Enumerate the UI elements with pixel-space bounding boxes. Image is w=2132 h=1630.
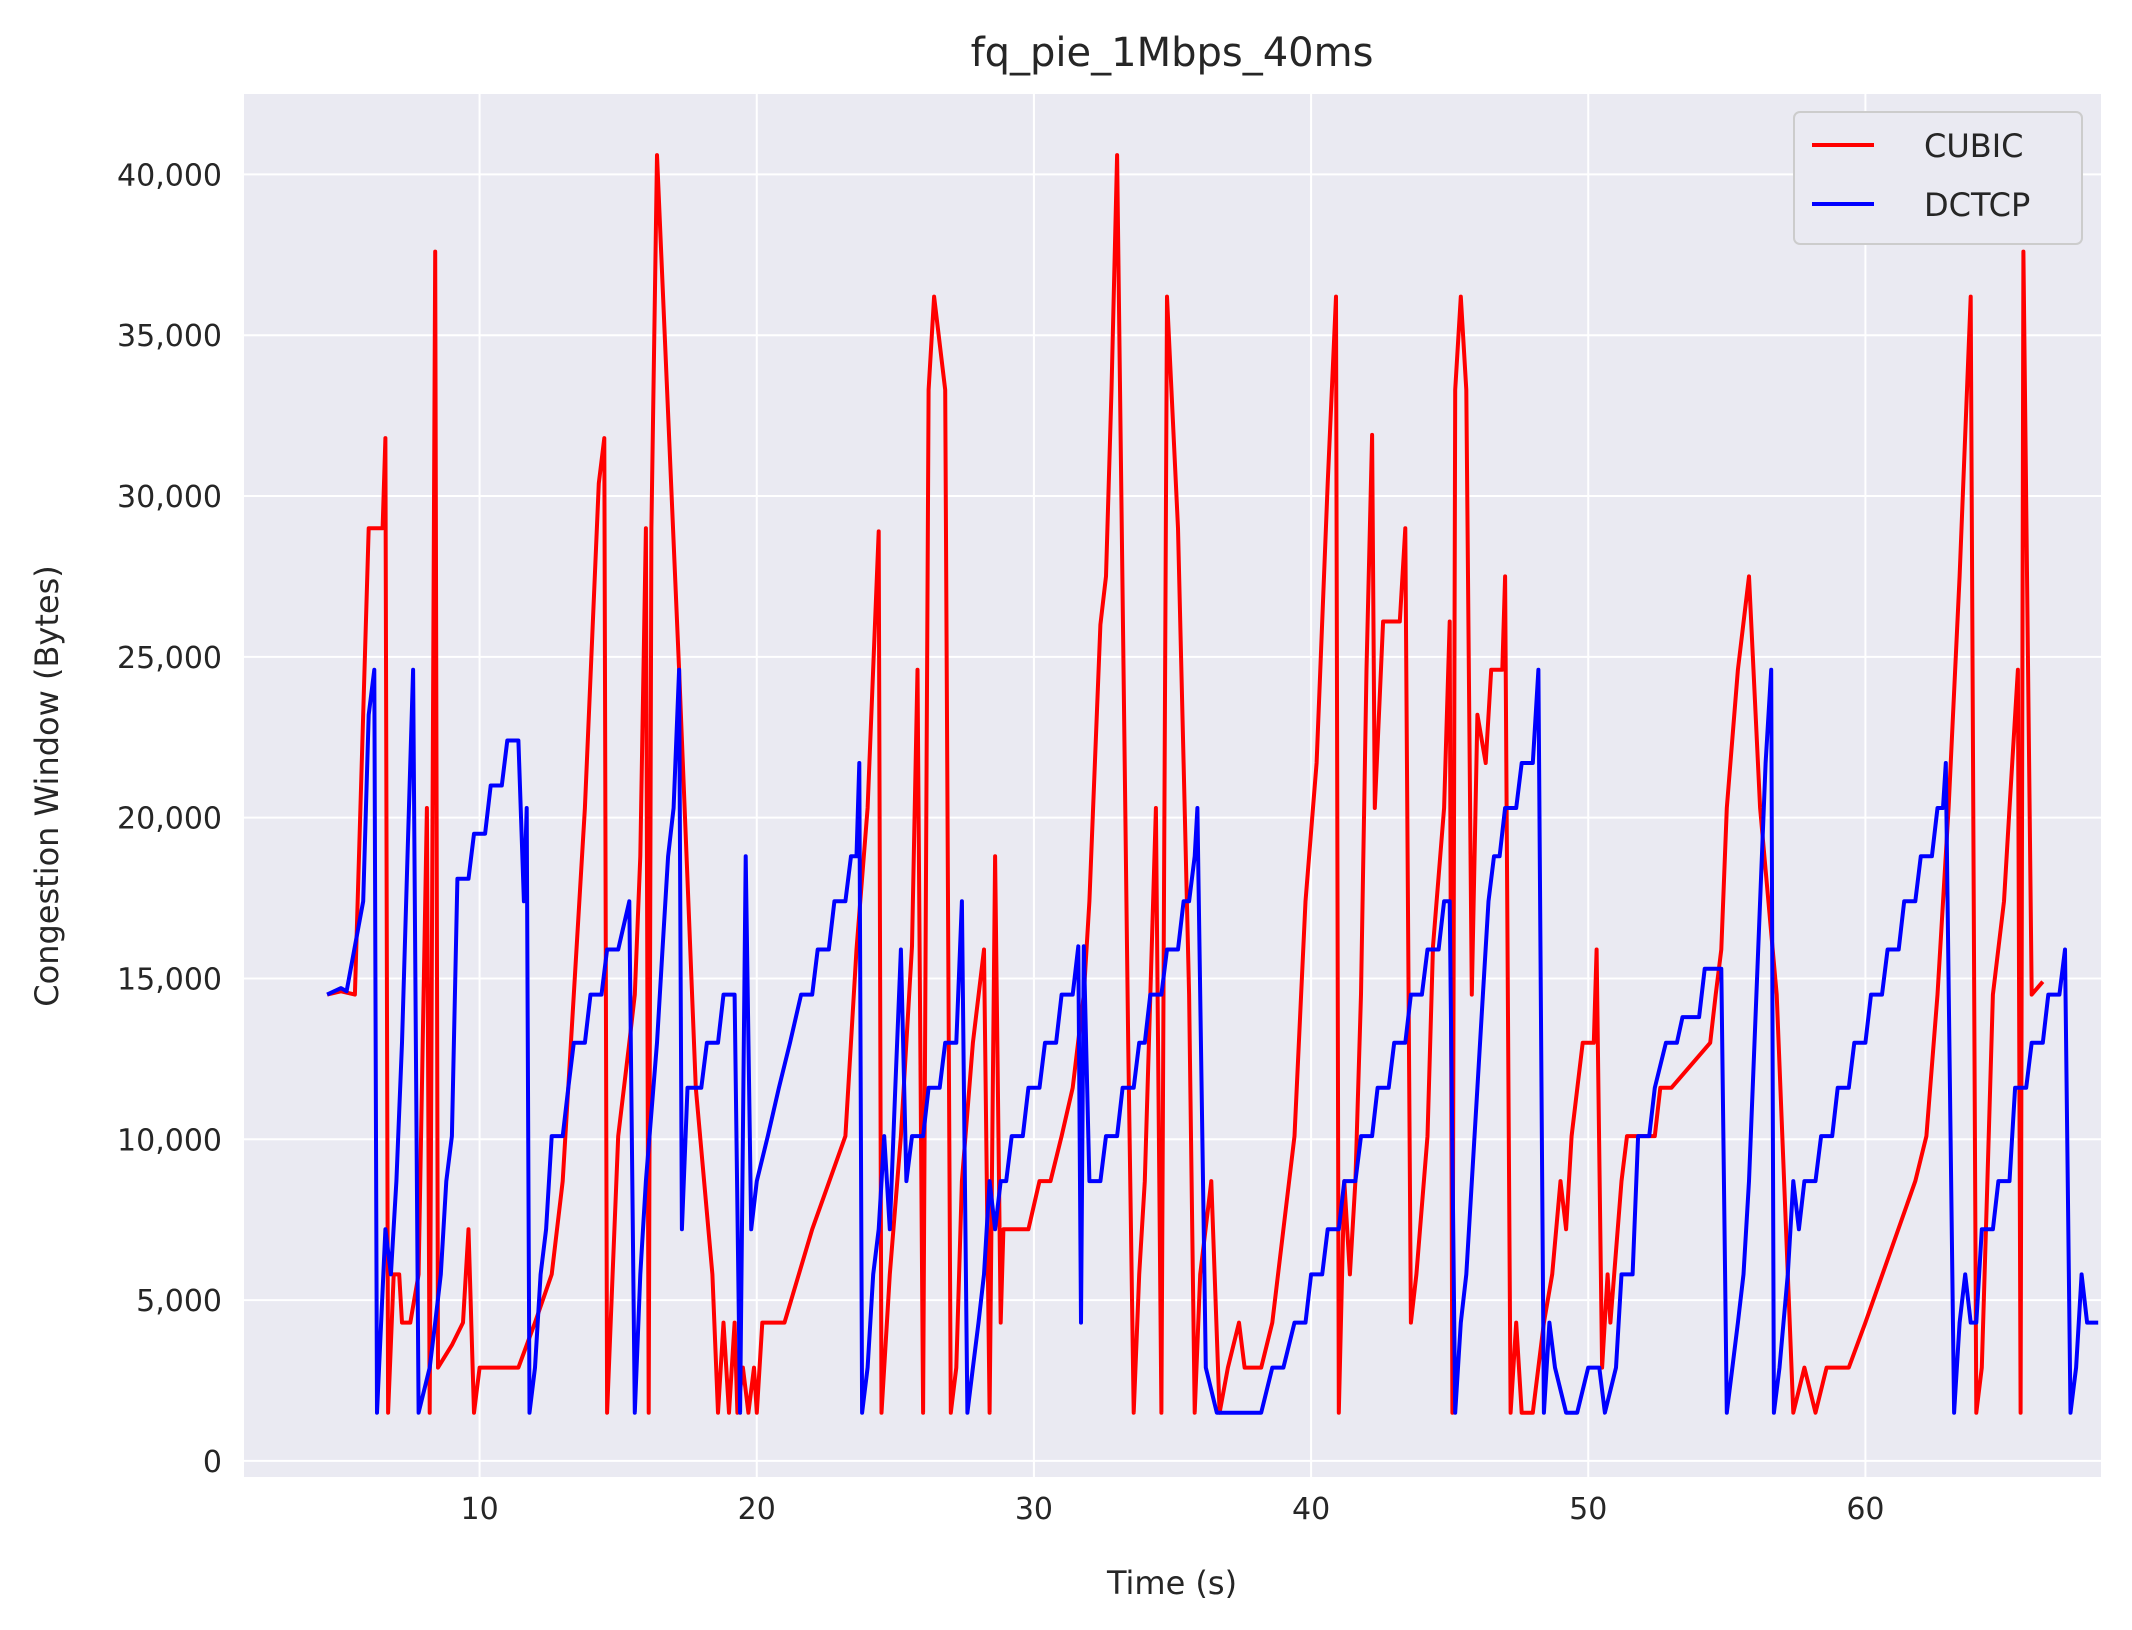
chart-title: fq_pie_1Mbps_40ms <box>971 30 1374 76</box>
legend: CUBIC DCTCP <box>1793 111 2083 245</box>
series-line-dctcp <box>326 667 2099 1415</box>
x-tick-label: 10 <box>460 1492 498 1527</box>
y-tick-label: 15,000 <box>117 962 222 997</box>
y-tick-label: 30,000 <box>117 480 222 515</box>
x-tick-label: 40 <box>1292 1492 1330 1527</box>
x-tick-label: 50 <box>1569 1492 1607 1527</box>
legend-label-cubic: CUBIC <box>1924 127 2024 165</box>
y-tick-labels: 0 5,000 10,000 15,000 20,000 25,000 30,000 35,0… <box>117 158 222 1480</box>
x-tick-label: 20 <box>738 1492 776 1527</box>
plot-background <box>244 94 2101 1477</box>
x-tick-label: 60 <box>1846 1492 1884 1527</box>
legend-label-dctcp: DCTCP <box>1924 186 2030 224</box>
y-tick-label: 40,000 <box>117 158 222 193</box>
y-tick-label: 20,000 <box>117 802 222 837</box>
y-tick-label: 35,000 <box>117 319 222 354</box>
y-tick-label: 25,000 <box>117 641 222 676</box>
grid <box>244 94 2101 1477</box>
y-tick-label: 5,000 <box>136 1284 222 1319</box>
series-layer <box>326 153 2099 1415</box>
y-tick-label: 0 <box>203 1445 222 1480</box>
y-axis-label: Congestion Window (Bytes) <box>28 565 66 1006</box>
x-axis-label: Time (s) <box>1106 1564 1237 1602</box>
x-tick-label: 30 <box>1015 1492 1053 1527</box>
y-tick-label: 10,000 <box>117 1123 222 1158</box>
series-line-cubic <box>326 153 2045 1415</box>
x-tick-labels: 10 20 30 40 50 60 <box>460 1492 1884 1527</box>
